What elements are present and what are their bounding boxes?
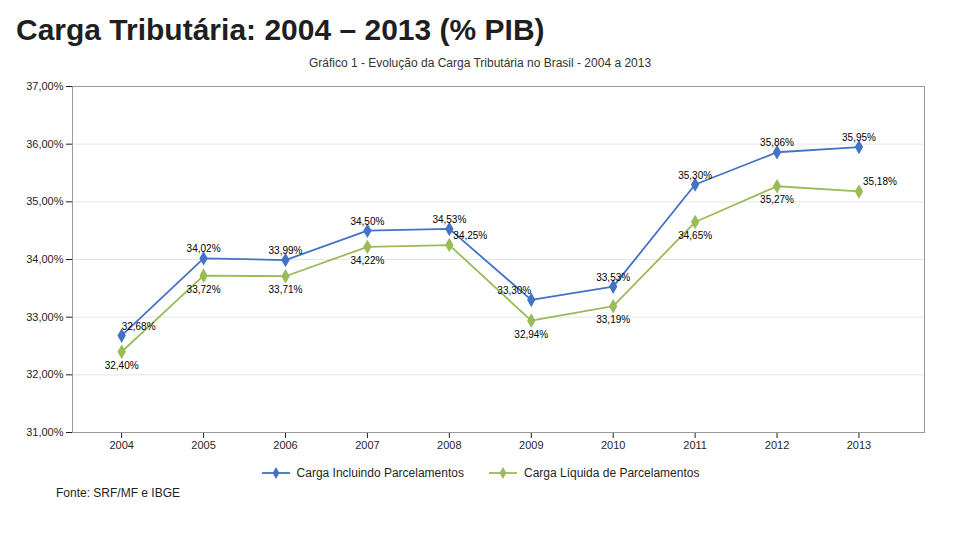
svg-text:33,00%: 33,00% [26,311,64,323]
svg-text:35,95%: 35,95% [842,132,876,143]
svg-text:35,00%: 35,00% [26,195,64,207]
svg-text:33,53%: 33,53% [596,272,630,283]
svg-text:34,22%: 34,22% [350,255,384,266]
svg-text:32,00%: 32,00% [26,368,64,380]
svg-text:37,00%: 37,00% [26,80,64,92]
svg-text:34,02%: 34,02% [187,243,221,254]
svg-text:33,30%: 33,30% [497,285,531,296]
svg-text:35,30%: 35,30% [678,170,712,181]
svg-text:2007: 2007 [355,439,379,451]
svg-text:2011: 2011 [683,439,707,451]
svg-text:33,71%: 33,71% [269,284,303,295]
html-text:Carga Líquida de Parcelamentos: Carga Líquida de Parcelamentos [524,466,700,480]
svg-text:33,99%: 33,99% [269,245,303,256]
svg-text:35,27%: 35,27% [760,194,794,205]
svg-text:2006: 2006 [273,439,297,451]
svg-text:32,40%: 32,40% [105,360,139,371]
html-text:Carga Tributária: 2004 – 2013: Carga Tributária: 2004 – 2013 (% PIB) [16,13,545,46]
svg-text:34,50%: 34,50% [350,216,384,227]
html-text:Carga Incluindo Parcelamentos: Carga Incluindo Parcelamentos [296,466,464,480]
svg-text:2013: 2013 [847,439,871,451]
svg-text:33,19%: 33,19% [596,314,630,325]
svg-text:34,00%: 34,00% [26,253,64,265]
svg-text:36,00%: 36,00% [26,138,64,150]
svg-text:32,68%: 32,68% [122,321,156,332]
svg-text:2010: 2010 [601,439,625,451]
svg-text:2012: 2012 [765,439,789,451]
svg-text:2005: 2005 [191,439,215,451]
svg-text:35,18%: 35,18% [863,176,897,187]
svg-text:34,53%: 34,53% [432,214,466,225]
html-text:Fonte: SRF/MF e IBGE: Fonte: SRF/MF e IBGE [56,486,180,500]
svg-text:33,72%: 33,72% [187,284,221,295]
svg-text:35,86%: 35,86% [760,137,794,148]
html-text:Gráfico 1 - Evolução da Carga: Gráfico 1 - Evolução da Carga Tributária… [308,56,652,70]
svg-text:32,94%: 32,94% [514,329,548,340]
svg-text:2008: 2008 [437,439,461,451]
svg-text:31,00%: 31,00% [26,426,64,438]
svg-text:2009: 2009 [519,439,543,451]
svg-text:34,25%: 34,25% [453,230,487,241]
svg-text:2004: 2004 [109,439,133,451]
svg-text:34,65%: 34,65% [678,230,712,241]
